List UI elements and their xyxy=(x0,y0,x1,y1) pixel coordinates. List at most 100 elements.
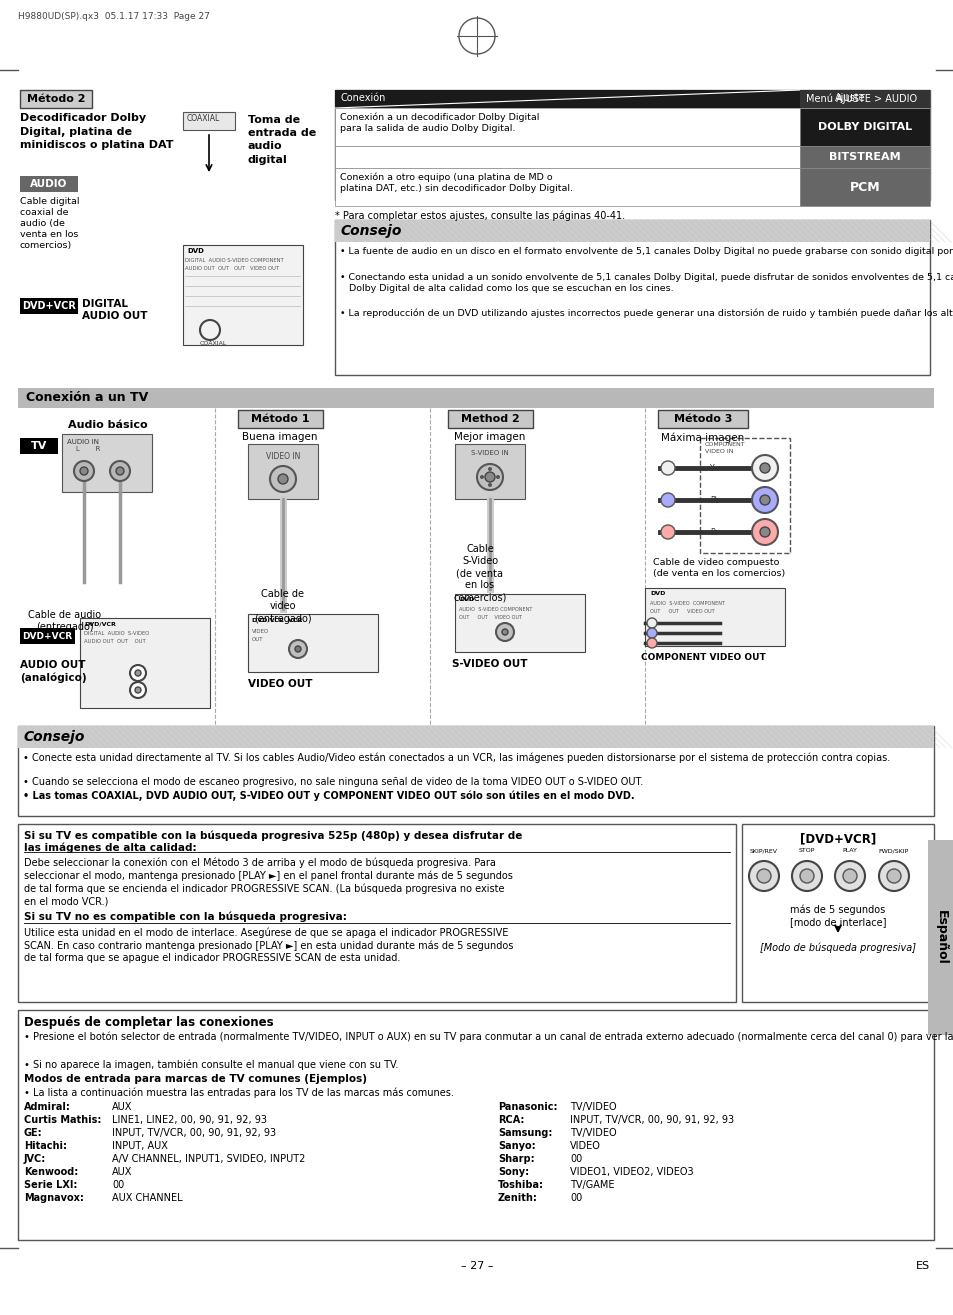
Bar xyxy=(20,299,78,314)
Circle shape xyxy=(751,487,778,513)
Text: Español: Español xyxy=(934,910,946,964)
Bar xyxy=(335,220,929,242)
Text: Kenwood:: Kenwood: xyxy=(24,1166,78,1177)
Circle shape xyxy=(660,525,675,539)
Text: [Modo de búsqueda progresiva]: [Modo de búsqueda progresiva] xyxy=(760,942,915,952)
Text: Zenith:: Zenith: xyxy=(497,1193,537,1203)
Text: VIDEO IN: VIDEO IN xyxy=(266,452,300,462)
Circle shape xyxy=(74,462,94,481)
Text: SKIP/REV: SKIP/REV xyxy=(749,848,778,853)
Circle shape xyxy=(110,462,130,481)
Text: DIGITAL  AUDIO S-VIDEO COMPONENT: DIGITAL AUDIO S-VIDEO COMPONENT xyxy=(185,258,283,263)
Text: AUDIO  S-VIDEO COMPONENT: AUDIO S-VIDEO COMPONENT xyxy=(458,608,532,611)
Text: Sanyo:: Sanyo: xyxy=(497,1141,535,1151)
Text: • Presione el botón selector de entrada (normalmente TV/VIDEO, INPUT o AUX) en s: • Presione el botón selector de entrada … xyxy=(24,1032,953,1043)
Text: más de 5 segundos
[modo de interlace]: más de 5 segundos [modo de interlace] xyxy=(789,903,885,927)
Text: las imágenes de alta calidad:: las imágenes de alta calidad: xyxy=(24,842,196,852)
Text: OUT: OUT xyxy=(252,636,263,642)
Circle shape xyxy=(130,682,146,698)
Text: Conexión a otro equipo (una platina de MD o
platina DAT, etc.) sin decodificador: Conexión a otro equipo (una platina de M… xyxy=(339,172,573,192)
Text: Conexión a un decodificador Dolby Digital
para la salida de audio Dolby Digital.: Conexión a un decodificador Dolby Digita… xyxy=(339,112,538,133)
Text: VIDEO OUT: VIDEO OUT xyxy=(248,679,312,689)
Text: DVD+VCR: DVD+VCR xyxy=(22,301,76,312)
Text: S-VIDEO IN: S-VIDEO IN xyxy=(471,450,508,456)
Text: VIDEO IN: VIDEO IN xyxy=(704,448,733,454)
Text: AUDIO  S-VIDEO  COMPONENT: AUDIO S-VIDEO COMPONENT xyxy=(649,601,724,606)
Bar xyxy=(183,245,303,345)
Bar xyxy=(248,444,317,498)
Text: TV: TV xyxy=(30,441,47,451)
Text: COAXIAL: COAXIAL xyxy=(187,114,220,124)
Text: AUX: AUX xyxy=(112,1166,132,1177)
Circle shape xyxy=(130,665,146,681)
Circle shape xyxy=(660,493,675,508)
Bar xyxy=(455,444,524,498)
Circle shape xyxy=(116,467,124,475)
Text: Sharp:: Sharp: xyxy=(497,1155,534,1164)
Text: DIGITAL  AUDIO  S-VIDEO: DIGITAL AUDIO S-VIDEO xyxy=(84,631,149,636)
Text: Cable de
video
(entregado): Cable de video (entregado) xyxy=(253,589,312,623)
Text: Hitachi:: Hitachi: xyxy=(24,1141,67,1151)
Bar xyxy=(18,1010,933,1240)
Text: DVD: DVD xyxy=(458,597,474,602)
Circle shape xyxy=(748,861,779,892)
Bar xyxy=(335,108,800,146)
Text: Pr: Pr xyxy=(709,529,717,537)
Text: VIDEO1, VIDEO2, VIDEO3: VIDEO1, VIDEO2, VIDEO3 xyxy=(569,1166,693,1177)
Text: Y: Y xyxy=(709,464,714,473)
Text: Conexión: Conexión xyxy=(340,93,386,103)
Text: Método 1: Método 1 xyxy=(251,414,310,423)
Bar xyxy=(20,176,78,192)
Text: STOP: STOP xyxy=(798,848,814,853)
Text: S-VIDEO OUT: S-VIDEO OUT xyxy=(452,659,527,669)
Circle shape xyxy=(484,472,495,483)
Circle shape xyxy=(760,463,769,473)
Bar xyxy=(62,434,152,492)
Text: AUX CHANNEL: AUX CHANNEL xyxy=(112,1193,182,1203)
Bar xyxy=(800,108,929,146)
Text: RCA:: RCA: xyxy=(497,1115,524,1126)
Text: INPUT, AUX: INPUT, AUX xyxy=(112,1141,168,1151)
Text: Si su TV es compatible con la búsqueda progresiva 525p (480p) y desea disfrutar : Si su TV es compatible con la búsqueda p… xyxy=(24,830,522,840)
Text: VIDEO: VIDEO xyxy=(569,1141,600,1151)
Text: [DVD+VCR]: [DVD+VCR] xyxy=(799,832,875,846)
Circle shape xyxy=(277,473,288,484)
Circle shape xyxy=(80,467,88,475)
Text: Cable
S-Video
(de venta
en los
comercios): Cable S-Video (de venta en los comercios… xyxy=(453,544,506,602)
Circle shape xyxy=(886,869,900,882)
Circle shape xyxy=(488,467,492,471)
Circle shape xyxy=(501,629,507,635)
Text: Máxima imagen: Máxima imagen xyxy=(660,433,744,443)
Bar xyxy=(18,726,933,817)
Text: PCM: PCM xyxy=(849,180,880,193)
Bar xyxy=(741,825,933,1002)
Text: seleccionar el modo, mantenga presionado [PLAY ►] en el panel frontal durante má: seleccionar el modo, mantenga presionado… xyxy=(24,871,513,881)
Text: Curtis Mathis:: Curtis Mathis: xyxy=(24,1115,101,1126)
Text: AUX: AUX xyxy=(112,1102,132,1112)
Text: Cable de video compuesto
(de venta en los comercios): Cable de video compuesto (de venta en lo… xyxy=(652,558,784,579)
Bar xyxy=(18,726,933,748)
Circle shape xyxy=(878,861,908,892)
Text: Debe seleccionar la conexión con el Método 3 de arriba y el modo de búsqueda pro: Debe seleccionar la conexión con el Méto… xyxy=(24,857,496,868)
Bar xyxy=(335,146,800,168)
Circle shape xyxy=(760,527,769,537)
Text: AUDIO IN: AUDIO IN xyxy=(67,439,99,444)
Bar xyxy=(335,220,929,375)
Text: • La fuente de audio en un disco en el formato envolvente de 5,1 canales Dolby D: • La fuente de audio en un disco en el f… xyxy=(339,247,953,256)
Text: Method 2: Method 2 xyxy=(460,414,519,423)
Text: L       R: L R xyxy=(76,446,100,452)
Text: • Cuando se selecciona el modo de escaneo progresivo, no sale ninguna señal de v: • Cuando se selecciona el modo de escane… xyxy=(23,777,642,786)
Text: • Si no aparece la imagen, también consulte el manual que viene con su TV.: • Si no aparece la imagen, también consu… xyxy=(24,1060,398,1070)
Text: Decodificador Dolby
Digital, platina de
minidiscos o platina DAT: Decodificador Dolby Digital, platina de … xyxy=(20,113,173,150)
Text: INPUT, TV/VCR, 00, 90, 91, 92, 93: INPUT, TV/VCR, 00, 90, 91, 92, 93 xyxy=(569,1115,734,1126)
Text: AUDIO OUT  OUT    OUT: AUDIO OUT OUT OUT xyxy=(84,639,146,644)
Text: Magnavox:: Magnavox: xyxy=(24,1193,84,1203)
Bar xyxy=(800,89,929,108)
Circle shape xyxy=(496,623,514,640)
Text: OUT     OUT     VIDEO OUT: OUT OUT VIDEO OUT xyxy=(649,609,714,614)
Circle shape xyxy=(294,646,301,652)
Text: Panasonic:: Panasonic: xyxy=(497,1102,557,1112)
Text: Método 2: Método 2 xyxy=(27,93,85,104)
Circle shape xyxy=(757,869,770,882)
Text: Utilice esta unidad en el modo de interlace. Asegúrese de que se apaga el indica: Utilice esta unidad en el modo de interl… xyxy=(24,927,508,938)
